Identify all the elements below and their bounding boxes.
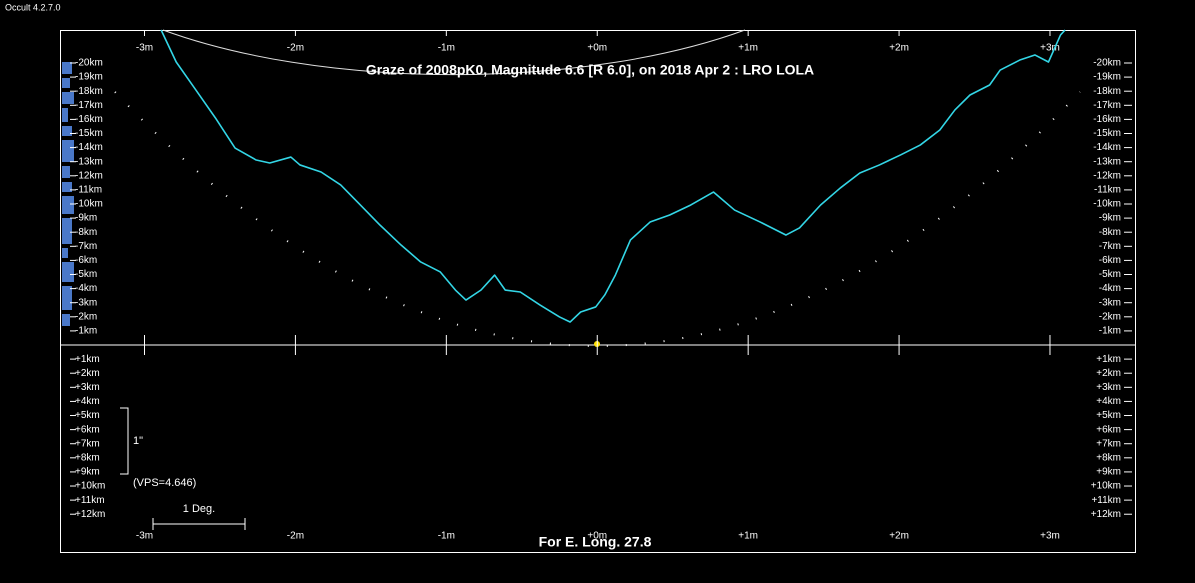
y-tick-label: +6km <box>1096 424 1121 435</box>
y-tick-label: -7km <box>1099 241 1121 252</box>
y-tick-label: +3km <box>75 382 100 393</box>
annotation: 1 Deg. <box>183 503 215 515</box>
x-tick-label: +2m <box>889 531 909 542</box>
y-tick-label: -1km <box>75 326 97 337</box>
x-tick-label: -1m <box>438 43 455 54</box>
y-tick-label: +7km <box>75 438 100 449</box>
y-tick-label: +8km <box>75 452 100 463</box>
y-tick-label: -1km <box>1099 326 1121 337</box>
y-tick-label: -14km <box>75 142 103 153</box>
y-tick-label: +10km <box>1091 481 1121 492</box>
limb-arc <box>162 29 746 76</box>
y-tick-label: +9km <box>1096 467 1121 478</box>
x-tick-label: -1m <box>438 531 455 542</box>
left-bars <box>62 62 74 326</box>
x-tick-label: +1m <box>738 531 758 542</box>
x-tick-label: -3m <box>136 531 153 542</box>
y-tick-label: +1km <box>1096 354 1121 365</box>
y-tick-label: +4km <box>75 396 100 407</box>
y-tick-label: +1km <box>75 354 100 365</box>
y-tick-label: +4km <box>1096 396 1121 407</box>
y-tick-label: -10km <box>75 199 103 210</box>
x-tick-label: +3m <box>1040 43 1060 54</box>
y-tick-label: -8km <box>1099 227 1121 238</box>
y-tick-label: +5km <box>1096 410 1121 421</box>
x-tick-label: -3m <box>136 43 153 54</box>
app-title: Occult 4.2.7.0 <box>5 2 61 12</box>
y-tick-label: -17km <box>75 100 103 111</box>
y-tick-label: +11km <box>1091 495 1121 506</box>
y-tick-label: +11km <box>75 495 105 506</box>
y-tick-label: +5km <box>75 410 100 421</box>
y-tick-label: +2km <box>75 368 100 379</box>
x-tick-label: -2m <box>287 43 304 54</box>
y-tick-label: -16km <box>1093 114 1121 125</box>
y-tick-label: -18km <box>75 86 103 97</box>
scale-bracket <box>120 407 129 475</box>
y-tick-label: -4km <box>75 283 97 294</box>
x-tick-label: -2m <box>287 531 304 542</box>
y-tick-label: -13km <box>1093 156 1121 167</box>
y-tick-label: -8km <box>75 227 97 238</box>
y-tick-label: -3km <box>1099 297 1121 308</box>
profile-line <box>160 29 1066 323</box>
y-tick-label: -5km <box>1099 269 1121 280</box>
y-tick-label: +12km <box>75 509 105 520</box>
y-tick-label: -10km <box>1093 199 1121 210</box>
y-tick-label: -2km <box>75 311 97 322</box>
y-tick-label: -20km <box>1093 58 1121 69</box>
y-tick-label: -4km <box>1099 283 1121 294</box>
y-tick-label: -11km <box>75 185 102 196</box>
x-tick-label: +1m <box>738 43 758 54</box>
y-tick-label: -16km <box>75 114 103 125</box>
y-tick-label: -9km <box>75 213 97 224</box>
y-tick-label: +8km <box>1096 452 1121 463</box>
y-tick-label: -7km <box>75 241 97 252</box>
x-tick-label: +2m <box>889 43 909 54</box>
y-tick-label: -20km <box>75 58 103 69</box>
y-tick-label: +6km <box>75 424 100 435</box>
y-tick-label: +2km <box>1096 368 1121 379</box>
x-tick-label: +0m <box>587 43 607 54</box>
y-tick-label: -12km <box>1093 170 1121 181</box>
y-tick-label: +10km <box>75 481 105 492</box>
y-tick-label: -18km <box>1093 86 1121 97</box>
plot-frame <box>60 30 1136 553</box>
y-tick-label: -6km <box>1099 255 1121 266</box>
y-tick-label: -11km <box>1094 185 1121 196</box>
annotation: (VPS=4.646) <box>133 477 196 489</box>
y-tick-label: -15km <box>1093 128 1121 139</box>
y-tick-label: +12km <box>1091 509 1121 520</box>
y-tick-label: -5km <box>75 269 97 280</box>
y-tick-label: -17km <box>1093 100 1121 111</box>
y-tick-label: -19km <box>75 72 103 83</box>
y-tick-label: +7km <box>1096 438 1121 449</box>
y-tick-label: -12km <box>75 170 103 181</box>
y-tick-label: -19km <box>1093 72 1121 83</box>
y-tick-label: -9km <box>1099 213 1121 224</box>
chart-title: Graze of 2008pK0, Magnitude 6.6 [R 6.0],… <box>366 62 814 78</box>
y-tick-label: +3km <box>1096 382 1121 393</box>
y-tick-label: -2km <box>1099 311 1121 322</box>
y-tick-label: -15km <box>75 128 103 139</box>
x-tick-label: +0m <box>587 531 607 542</box>
annotation: 1" <box>133 435 143 447</box>
y-tick-label: +9km <box>75 467 100 478</box>
y-tick-label: -3km <box>75 297 97 308</box>
y-tick-label: -13km <box>75 156 103 167</box>
x-tick-label: +3m <box>1040 531 1060 542</box>
y-tick-label: -14km <box>1093 142 1121 153</box>
footer: For E. Long. 27.8 <box>539 534 652 550</box>
y-tick-label: -6km <box>75 255 97 266</box>
